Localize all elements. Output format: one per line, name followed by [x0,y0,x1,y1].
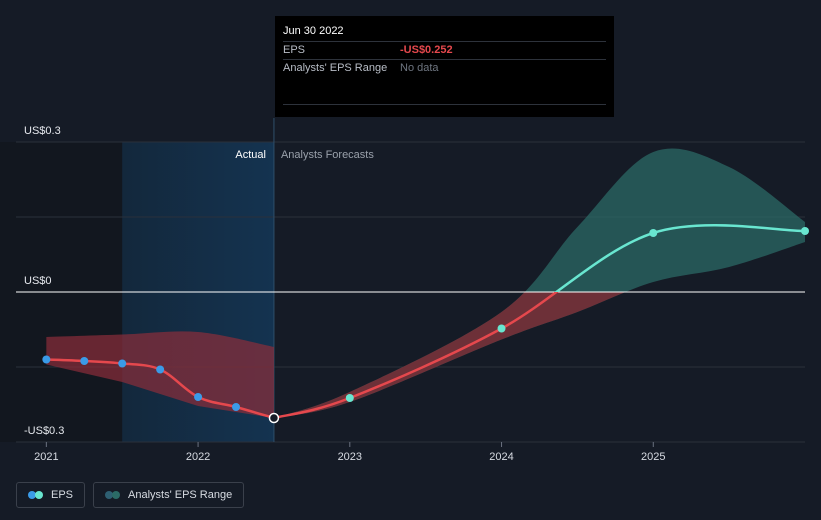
actual-eps-range-band [46,331,274,418]
x-tick-label: 2024 [489,451,513,463]
x-tick-label: 2021 [34,451,58,463]
y-tick-label: US$0.3 [24,125,61,137]
legend-item-eps[interactable]: EPS [16,482,86,508]
tooltip-range-value: No data [400,62,439,74]
tooltip: Jun 30 2022 EPS -US$0.252 Analysts' EPS … [275,16,614,117]
eps-actual-point [232,403,241,411]
tooltip-range-label: Analysts' EPS Range [283,62,388,74]
legend-eps-label: EPS [51,489,74,501]
legend: EPS Analysts' EPS Range [16,482,245,508]
eps-actual-point [80,357,89,365]
eps-forecast-line-positive [554,224,806,292]
eps-actual-point [156,365,165,374]
x-tick-label: 2022 [186,451,210,463]
forecast-eps-range-band [273,148,805,419]
eps-actual-point [118,359,127,368]
tooltip-eps-value: -US$0.252 [400,44,453,56]
x-tick-label: 2025 [641,451,665,463]
y-tick-label: -US$0.3 [24,425,64,437]
eps-actual-point [42,355,51,364]
legend-item-range[interactable]: Analysts' EPS Range [93,482,245,508]
y-tick-label: US$0 [24,275,52,287]
eps-forecast-line-negative [273,292,559,420]
x-tick-label: 2023 [338,451,362,463]
tooltip-eps-label: EPS [283,44,306,56]
forecast-label: Analysts Forecasts [281,149,374,161]
eps-actual-point [194,393,203,401]
eps-forecast-point [497,324,506,333]
tooltip-date: Jun 30 2022 [283,25,344,37]
range-legend-icon [105,491,121,499]
eps-forecast-point [345,394,354,402]
eps-forecast-point [801,227,809,235]
tooltip-row-range: Analysts' EPS Range No data [283,59,606,105]
eps-actual-point [268,412,280,424]
eps-legend-icon [28,491,43,499]
legend-range-label: Analysts' EPS Range [128,489,233,501]
eps-forecast-point [649,229,658,237]
tooltip-row-eps: EPS -US$0.252 [283,41,606,59]
actual-label: Actual [235,149,266,161]
